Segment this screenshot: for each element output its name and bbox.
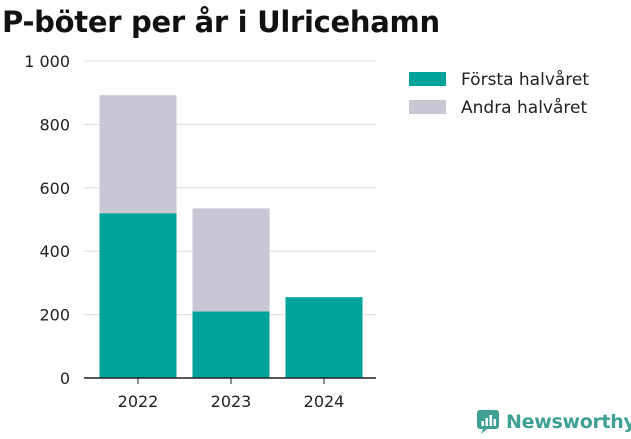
bar-segment (285, 297, 363, 378)
bar-segment (99, 213, 177, 378)
bar-segment (192, 311, 270, 378)
brand-name: Newsworthy (506, 411, 631, 433)
y-tick-label: 0 (60, 369, 70, 388)
x-tick-label: 2023 (211, 392, 252, 411)
legend-swatch (409, 100, 446, 114)
chart-title: P-böter per år i Ulricehamn (2, 5, 440, 39)
y-tick-label: 200 (39, 306, 70, 325)
legend-label: Första halvåret (461, 69, 589, 90)
bar-segment (99, 95, 177, 214)
legend-label: Andra halvåret (461, 97, 587, 118)
bars (99, 95, 363, 378)
legend: Första halvåret Andra halvåret (409, 69, 589, 118)
bar-chart-icon (477, 410, 499, 434)
bar-segment (192, 208, 270, 312)
y-tick-label: 1 000 (24, 52, 70, 71)
x-tick-label: 2024 (304, 392, 345, 411)
newsworthy-logo: Newsworthy (476, 406, 631, 438)
y-tick-label: 400 (39, 242, 70, 261)
x-tick-label: 2022 (118, 392, 159, 411)
legend-swatch (409, 72, 446, 86)
y-tick-label: 600 (39, 179, 70, 198)
axes: 0 200 400 600 800 1 000 2022 2023 2024 (24, 52, 376, 411)
y-tick-label: 800 (39, 115, 70, 134)
